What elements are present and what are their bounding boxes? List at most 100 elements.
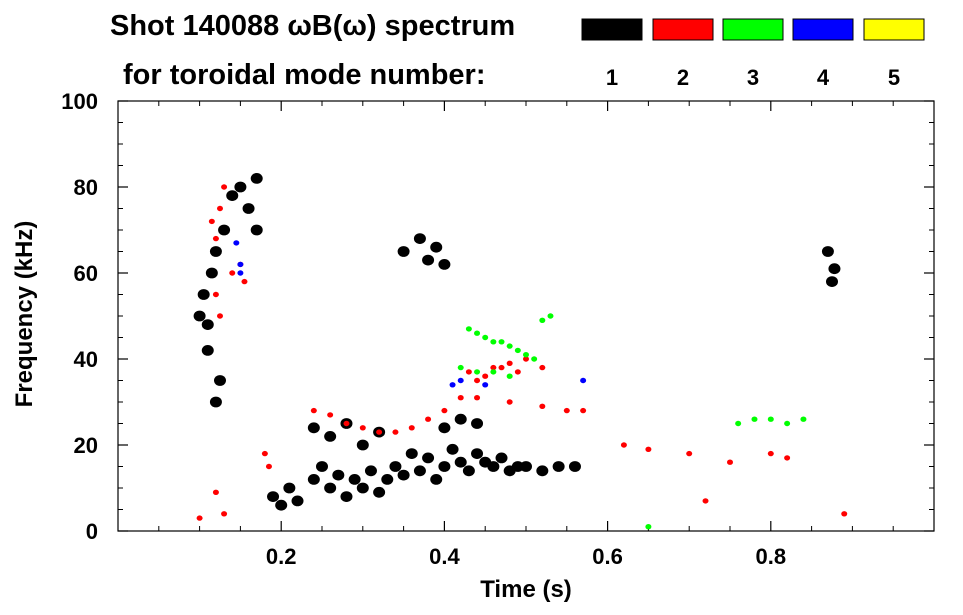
data-point [261, 450, 268, 457]
data-point [826, 276, 838, 287]
data-point [422, 452, 435, 464]
data-point [751, 416, 758, 422]
data-point [359, 425, 366, 431]
data-point [373, 486, 386, 498]
data-point [364, 465, 377, 477]
data-point [563, 407, 570, 414]
data-point [454, 456, 467, 468]
data-point [310, 407, 317, 414]
data-point [465, 326, 472, 332]
data-point [686, 450, 693, 457]
data-point [767, 416, 774, 422]
data-point [841, 511, 848, 517]
data-point [356, 439, 369, 451]
data-point [324, 482, 337, 494]
data-point [237, 261, 244, 268]
y-tick-label: 0 [86, 519, 98, 544]
data-point [307, 422, 320, 434]
y-tick-label: 40 [74, 347, 98, 372]
data-point [498, 364, 505, 371]
data-point [487, 461, 500, 472]
chart-subtitle: for toroidal mode number: [123, 59, 486, 91]
data-point [250, 224, 263, 236]
data-point [226, 190, 239, 202]
y-tick-label: 100 [61, 89, 98, 114]
data-point [275, 499, 288, 511]
series-1 [193, 173, 841, 511]
data-point [340, 491, 353, 502]
data-point [800, 416, 807, 422]
data-point [482, 334, 489, 341]
data-point [531, 356, 538, 362]
legend-label-5: 5 [888, 65, 900, 90]
data-point [536, 465, 549, 477]
data-point [376, 429, 383, 435]
x-tick-label: 0.4 [429, 544, 460, 569]
chart-title: Shot 140088 ωB(ω) spectrum [110, 10, 515, 42]
data-point [645, 524, 652, 530]
data-point [441, 407, 448, 414]
data-point [523, 356, 529, 362]
data-point [568, 461, 581, 472]
data-point [620, 442, 627, 448]
data-point [490, 369, 497, 375]
data-point [482, 382, 489, 388]
data-point [454, 413, 467, 425]
data-point [438, 259, 451, 270]
data-point [498, 339, 505, 345]
data-point [307, 474, 320, 485]
data-point [735, 420, 742, 427]
data-point [425, 416, 432, 422]
data-point [552, 461, 565, 472]
data-point [471, 448, 484, 459]
series-4 [233, 240, 587, 388]
data-point [408, 425, 415, 431]
legend-swatch-5 [863, 18, 925, 41]
data-point [702, 498, 709, 504]
data-point [474, 377, 481, 384]
data-point [348, 474, 361, 485]
data-point [465, 369, 472, 375]
data-point [405, 448, 418, 459]
data-point [490, 364, 497, 371]
data-point [767, 450, 774, 457]
data-point [196, 515, 203, 521]
data-point [221, 184, 228, 190]
data-point [457, 364, 464, 371]
data-point [193, 310, 206, 322]
data-point [506, 360, 513, 366]
data-point [389, 461, 402, 472]
x-tick-label: 0.6 [592, 544, 623, 569]
data-point [332, 469, 345, 481]
axis-ticks [118, 100, 934, 532]
legend-swatch-4 [792, 18, 854, 41]
data-point [438, 461, 451, 472]
data-point [221, 511, 228, 517]
data-point [392, 429, 399, 435]
data-point [471, 418, 484, 429]
data-point [209, 396, 222, 408]
series-3 [457, 313, 807, 530]
y-tick-label: 20 [74, 433, 98, 458]
x-tick-label: 0.2 [266, 544, 297, 569]
data-point [217, 205, 223, 212]
x-tick-label: 0.8 [756, 544, 787, 569]
data-point [821, 246, 834, 257]
data-point [241, 278, 248, 285]
data-point [218, 224, 231, 236]
data-point [381, 474, 394, 485]
data-point [495, 452, 508, 464]
data-point [514, 347, 521, 354]
data-point [229, 270, 236, 276]
data-point [250, 173, 263, 184]
data-point [580, 377, 587, 384]
legend: 1 2 3 4 5 [581, 18, 925, 90]
data-point [457, 377, 464, 384]
data-point [343, 420, 350, 427]
data-point [212, 291, 219, 298]
data-point [506, 399, 513, 405]
x-axis-label: Time (s) [480, 576, 572, 603]
legend-label-2: 2 [677, 65, 689, 90]
y-tick-labels: 0 20 40 60 80 100 [61, 89, 98, 544]
data-point [506, 373, 513, 379]
